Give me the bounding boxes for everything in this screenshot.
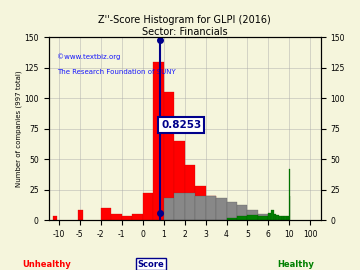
Bar <box>247 215 258 220</box>
Bar <box>206 196 216 220</box>
Bar <box>174 193 185 220</box>
Bar <box>226 202 237 220</box>
Bar <box>185 165 195 220</box>
Bar <box>185 193 195 220</box>
Bar <box>258 214 269 220</box>
Title: Z''-Score Histogram for GLPI (2016)
Sector: Financials: Z''-Score Histogram for GLPI (2016) Sect… <box>98 15 271 37</box>
Text: Score: Score <box>138 260 165 269</box>
Bar <box>101 208 111 220</box>
Bar <box>164 198 174 220</box>
Bar <box>284 217 287 220</box>
Bar <box>164 92 174 220</box>
Bar <box>195 196 206 220</box>
Bar <box>53 217 57 220</box>
Bar <box>237 217 247 220</box>
Bar <box>195 186 206 220</box>
Bar <box>78 210 84 220</box>
Bar <box>153 62 164 220</box>
Bar <box>206 196 216 220</box>
Bar <box>237 205 247 220</box>
Bar <box>271 210 274 220</box>
Bar <box>122 217 132 220</box>
Y-axis label: Number of companies (997 total): Number of companies (997 total) <box>15 70 22 187</box>
Bar <box>216 205 226 220</box>
Text: Unhealthy: Unhealthy <box>22 260 71 269</box>
Bar <box>132 214 143 220</box>
Bar <box>143 193 153 220</box>
Bar <box>111 214 122 220</box>
Bar <box>282 217 284 220</box>
Bar <box>226 218 237 220</box>
Bar <box>258 217 269 220</box>
Bar <box>247 210 258 220</box>
Bar <box>216 198 226 220</box>
Bar <box>279 217 282 220</box>
Bar <box>287 217 289 220</box>
Bar <box>274 214 276 220</box>
Text: 0.8253: 0.8253 <box>161 120 201 130</box>
Bar <box>174 141 185 220</box>
Text: ©www.textbiz.org: ©www.textbiz.org <box>57 54 120 60</box>
Bar <box>276 215 279 220</box>
Text: The Research Foundation of SUNY: The Research Foundation of SUNY <box>57 69 175 75</box>
Bar <box>269 213 271 220</box>
Text: Healthy: Healthy <box>277 260 314 269</box>
